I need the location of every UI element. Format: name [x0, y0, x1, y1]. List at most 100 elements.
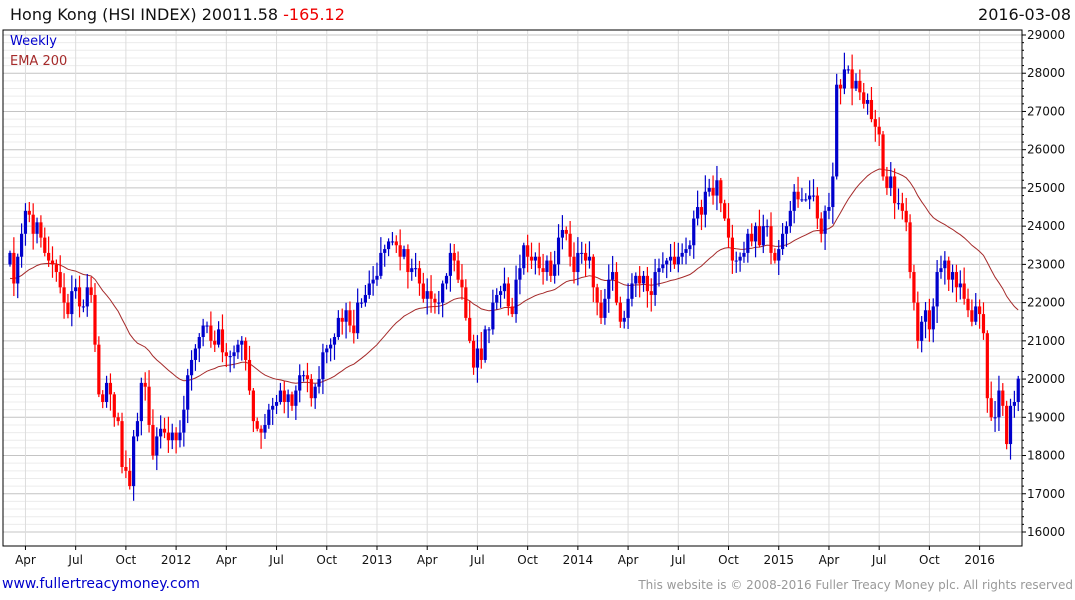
candle [209, 311, 213, 348]
y-tick-label: 19000 [1027, 410, 1065, 424]
candle [421, 272, 425, 303]
candle [479, 332, 483, 369]
candle-body [804, 199, 808, 201]
candle-body [8, 252, 12, 265]
candle-body [978, 306, 982, 315]
candle-body [684, 249, 688, 253]
candle-body [769, 226, 773, 253]
candle [43, 227, 47, 257]
candle-body [672, 256, 677, 265]
candle-body [502, 283, 507, 292]
candle-body [900, 203, 904, 211]
legend: Weekly EMA 200 [10, 32, 67, 72]
candle-body [12, 252, 16, 284]
candle [197, 333, 201, 363]
candle [491, 289, 495, 335]
candle [217, 321, 221, 348]
candle-body [1012, 402, 1016, 406]
candle [510, 297, 514, 318]
candle-body [344, 310, 348, 322]
instrument-name: Hong Kong (HSI INDEX) [10, 5, 197, 24]
x-tick-label: Jul [67, 553, 82, 567]
gridlines [3, 30, 1022, 546]
x-tick-label: Apr [618, 553, 639, 567]
candle [966, 288, 970, 318]
candle [796, 176, 800, 208]
candle-body [371, 279, 375, 284]
candle [526, 234, 530, 273]
candle [50, 246, 55, 278]
candle [271, 397, 275, 425]
website-link[interactable]: www.fullertreacymoney.com [2, 576, 200, 592]
candle-body [796, 191, 800, 200]
candle [993, 401, 997, 432]
candle-body [761, 226, 765, 246]
candle [444, 273, 449, 290]
candle-body [896, 203, 901, 205]
candle [769, 212, 773, 265]
candle-body [645, 275, 649, 292]
candle [155, 427, 159, 471]
x-tick-label: Jul [670, 553, 685, 567]
candle [487, 327, 491, 344]
candle [414, 252, 418, 277]
candle-body [274, 402, 279, 406]
candle [529, 242, 534, 269]
candle-body [634, 275, 638, 284]
candle-body [692, 218, 696, 246]
candle [89, 276, 93, 303]
candle-body [638, 275, 642, 284]
copyright-notice: This website is © 2008-2016 Fuller Treac… [638, 578, 1073, 592]
candle-body [487, 329, 491, 331]
candle-body [699, 207, 704, 215]
candle-body [464, 287, 468, 318]
candle [356, 288, 360, 339]
candle [877, 117, 881, 146]
candle-body [491, 302, 495, 330]
x-tick-label: 2014 [563, 553, 594, 567]
candle-body [108, 382, 113, 395]
candle [595, 283, 599, 316]
candle [193, 344, 198, 371]
candle [981, 302, 986, 340]
candle [699, 199, 704, 231]
candle-body [912, 272, 916, 303]
candle-body [437, 302, 441, 304]
candle [989, 381, 993, 421]
candles [8, 52, 1020, 501]
candle-body [846, 69, 850, 71]
candle-body [468, 317, 472, 341]
candle [927, 298, 931, 342]
candle-body [394, 241, 398, 246]
candle-body [668, 256, 673, 261]
candle [120, 412, 124, 474]
candle [533, 252, 537, 275]
candle [676, 242, 680, 273]
candle [838, 79, 843, 105]
candle [904, 197, 908, 232]
candle-body [359, 302, 364, 304]
candle-body [908, 222, 912, 273]
candle-body [537, 256, 541, 269]
candle-body [715, 180, 719, 196]
candle [742, 241, 746, 263]
candle-body [444, 275, 449, 284]
candle-body [526, 245, 530, 257]
candle-body [282, 390, 286, 403]
candle [893, 168, 897, 220]
x-axis: Apr Jul Oct 2012 Apr Jul Oct 2013 Apr Jul Oct 2014 A… [15, 546, 995, 567]
candle-body [703, 191, 707, 215]
candle [788, 200, 792, 233]
candle-body [587, 256, 592, 261]
candle-body [410, 268, 414, 273]
candle-body [101, 394, 105, 403]
candle-body [626, 298, 630, 318]
candle-body [251, 390, 255, 422]
candle [35, 217, 39, 244]
candle [108, 373, 113, 411]
candle [865, 93, 870, 115]
x-tick-label: 2015 [763, 553, 794, 567]
candle [39, 215, 43, 248]
candle-body [831, 176, 835, 208]
candle [784, 221, 789, 247]
